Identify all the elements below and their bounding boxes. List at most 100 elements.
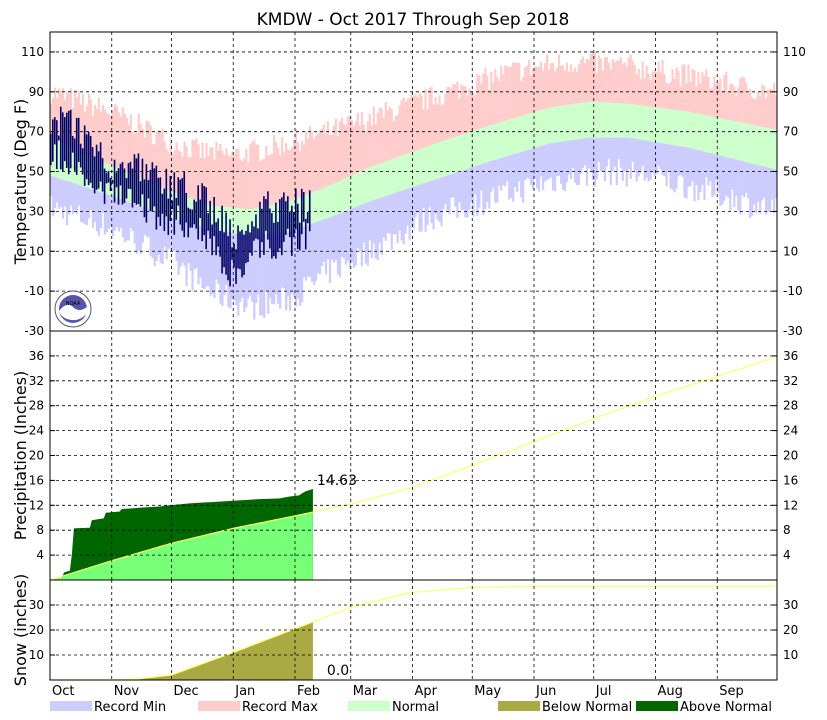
record-min-bar xyxy=(59,178,63,207)
normal-bar xyxy=(247,209,250,236)
record-max-bar xyxy=(645,66,648,107)
record-min-bar xyxy=(107,194,111,229)
record-max-bar xyxy=(372,106,375,167)
record-max-bar xyxy=(235,148,238,209)
record-min-bar xyxy=(703,151,706,200)
record-min-bar xyxy=(561,141,565,190)
record-min-bar xyxy=(727,157,730,198)
record-min-bar xyxy=(434,179,437,214)
record-max-bar xyxy=(121,107,124,171)
normal-bar xyxy=(581,102,585,139)
record-max-bar xyxy=(251,141,254,210)
record-max-bar xyxy=(733,86,736,122)
normal-bar xyxy=(731,120,734,159)
normal-bar xyxy=(420,148,423,185)
record-max-bar xyxy=(549,63,553,108)
record-max-bar xyxy=(647,73,650,107)
normal-bar xyxy=(396,157,399,193)
normal-bar xyxy=(516,117,519,154)
record-max-bar xyxy=(245,149,248,210)
normal-bar xyxy=(336,181,340,215)
record-max-bar xyxy=(671,69,674,110)
record-max-bar xyxy=(755,98,758,126)
record-min-bar xyxy=(753,164,756,205)
record-min-bar xyxy=(338,213,342,278)
record-max-bar xyxy=(460,84,463,135)
normal-bar xyxy=(757,126,760,166)
record-max-bar xyxy=(490,71,493,126)
record-max-bar xyxy=(585,58,589,103)
record-max-bar xyxy=(653,70,656,108)
normal-bar xyxy=(366,168,369,203)
record-min-bar xyxy=(502,157,505,186)
snow-tick-label-right: 10 xyxy=(783,648,798,662)
record-min-bar xyxy=(761,166,764,201)
normal-bar xyxy=(237,208,240,234)
record-max-bar xyxy=(302,144,306,196)
record-min-bar xyxy=(352,207,355,268)
observed-temperature-bar xyxy=(143,179,146,218)
record-max-bar xyxy=(440,105,443,142)
record-max-bar xyxy=(695,86,698,114)
record-max-bar xyxy=(253,140,256,209)
record-min-bar xyxy=(414,186,417,218)
record-min-bar xyxy=(695,149,698,186)
record-max-bar xyxy=(223,154,226,207)
record-max-bar xyxy=(127,124,130,174)
record-max-bar xyxy=(613,62,616,104)
observed-temperature-bar xyxy=(233,243,235,268)
temperature-tick-label-right: -10 xyxy=(783,284,803,298)
record-min-bar xyxy=(545,144,549,181)
observed-temperature-bar xyxy=(281,197,283,256)
record-min-bar xyxy=(613,137,616,167)
record-max-bar xyxy=(119,116,122,170)
record-min-bar xyxy=(583,138,587,166)
record-max-bar xyxy=(368,113,371,168)
record-max-bar xyxy=(159,132,162,188)
record-max-bar xyxy=(87,93,91,156)
normal-bar xyxy=(633,104,636,139)
observed-temperature-bar xyxy=(149,169,152,212)
record-max-bar xyxy=(213,160,216,206)
record-max-bar xyxy=(117,112,120,170)
record-min-bar xyxy=(633,138,636,171)
record-min-bar xyxy=(476,165,479,216)
legend-swatch xyxy=(636,701,678,711)
record-min-bar xyxy=(247,235,250,299)
snow-tick-label-right: 20 xyxy=(783,623,798,637)
record-max-bar xyxy=(386,110,389,161)
normal-bar xyxy=(352,174,355,208)
record-max-bar xyxy=(388,106,391,161)
normal-bar xyxy=(639,105,642,140)
record-min-bar xyxy=(456,172,459,219)
record-max-bar xyxy=(324,134,328,188)
record-max-bar xyxy=(681,65,684,111)
record-max-bar xyxy=(619,57,622,104)
record-min-bar xyxy=(67,181,71,215)
observed-temperature-bar xyxy=(81,148,84,175)
record-min-bar xyxy=(175,219,178,261)
record-min-bar xyxy=(109,195,112,227)
normal-bar xyxy=(573,103,577,140)
record-min-bar xyxy=(565,140,569,182)
record-min-bar xyxy=(647,140,650,182)
record-max-bar xyxy=(255,144,258,209)
record-max-bar xyxy=(661,60,664,109)
record-max-bar xyxy=(101,105,105,162)
observed-temperature-bar xyxy=(253,226,255,241)
record-min-bar xyxy=(591,137,595,181)
record-max-bar xyxy=(679,86,682,111)
record-min-bar xyxy=(522,151,525,203)
record-max-bar xyxy=(683,64,686,112)
normal-bar xyxy=(721,118,724,157)
observed-temperature-bar xyxy=(306,211,309,224)
normal-bar xyxy=(699,114,702,151)
normal-bar xyxy=(709,116,712,154)
precipitation-tick-label-left: 8 xyxy=(36,523,44,537)
observed-temperature-bar xyxy=(195,201,197,229)
record-min-bar xyxy=(322,219,326,262)
record-min-bar xyxy=(217,230,220,284)
record-min-bar xyxy=(589,137,593,173)
normal-bar xyxy=(593,102,596,138)
observed-temperature-bar xyxy=(245,230,247,264)
